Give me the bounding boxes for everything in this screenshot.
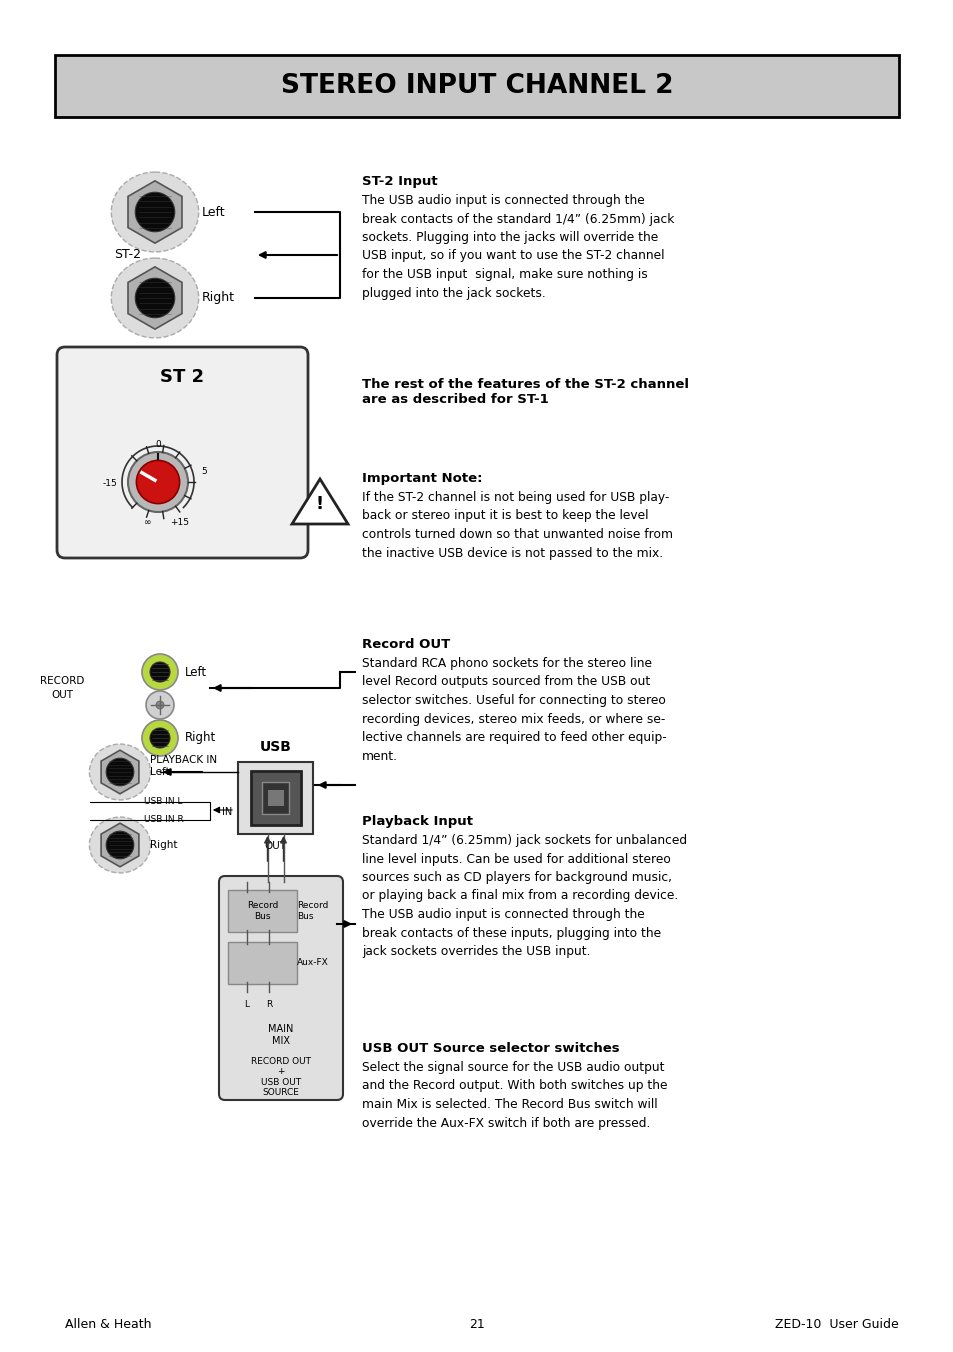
Polygon shape (292, 479, 348, 525)
FancyBboxPatch shape (228, 942, 296, 984)
Text: R: R (266, 1000, 272, 1009)
Text: ∞: ∞ (144, 518, 152, 527)
Circle shape (150, 662, 170, 681)
Text: ZED-10  User Guide: ZED-10 User Guide (775, 1317, 898, 1330)
Text: STEREO INPUT CHANNEL 2: STEREO INPUT CHANNEL 2 (280, 73, 673, 99)
Text: L: L (244, 1000, 250, 1009)
Ellipse shape (90, 744, 151, 800)
Polygon shape (101, 750, 139, 794)
FancyBboxPatch shape (219, 876, 343, 1101)
Circle shape (150, 727, 170, 748)
Text: If the ST-2 channel is not being used for USB play-
back or stereo input it is b: If the ST-2 channel is not being used fo… (361, 491, 672, 560)
Text: 5: 5 (201, 468, 207, 476)
Text: Left: Left (150, 767, 170, 777)
FancyBboxPatch shape (228, 890, 296, 932)
Circle shape (156, 700, 164, 708)
Text: Allen & Heath: Allen & Heath (65, 1317, 152, 1330)
Text: -15: -15 (103, 480, 117, 488)
FancyBboxPatch shape (251, 771, 300, 825)
Text: RECORD OUT
+
USB OUT
SOURCE: RECORD OUT + USB OUT SOURCE (251, 1057, 311, 1098)
Circle shape (142, 654, 178, 690)
Text: Aux-FX: Aux-FX (296, 959, 329, 968)
Text: USB OUT Source selector switches: USB OUT Source selector switches (361, 1042, 619, 1055)
Text: USB: USB (259, 740, 291, 754)
Text: RECORD
OUT: RECORD OUT (40, 676, 84, 699)
Text: 0: 0 (155, 439, 161, 449)
Text: OUT: OUT (264, 841, 286, 850)
Text: Left: Left (202, 206, 226, 219)
Text: USB IN L: USB IN L (144, 798, 182, 807)
Text: IN: IN (222, 807, 232, 817)
Circle shape (136, 461, 179, 503)
Text: PLAYBACK IN: PLAYBACK IN (150, 754, 217, 765)
Text: ST 2: ST 2 (160, 368, 204, 387)
Circle shape (106, 758, 133, 786)
Text: MAIN
MIX: MAIN MIX (268, 1023, 294, 1046)
Text: Standard 1/4” (6.25mm) jack sockets for unbalanced
line level inputs. Can be use: Standard 1/4” (6.25mm) jack sockets for … (361, 834, 686, 959)
Ellipse shape (112, 172, 198, 251)
Text: 21: 21 (469, 1317, 484, 1330)
Text: Important Note:: Important Note: (361, 472, 482, 485)
Text: Record
Bus: Record Bus (296, 900, 328, 921)
FancyBboxPatch shape (55, 55, 898, 118)
Text: Right: Right (202, 292, 234, 304)
Text: The rest of the features of the ST-2 channel
are as described for ST-1: The rest of the features of the ST-2 cha… (361, 379, 688, 406)
Text: Select the signal source for the USB audio output
and the Record output. With bo: Select the signal source for the USB aud… (361, 1061, 667, 1129)
Text: Record
Bus: Record Bus (247, 900, 278, 921)
Circle shape (142, 721, 178, 756)
FancyBboxPatch shape (237, 763, 313, 834)
Text: +15: +15 (171, 518, 190, 527)
Circle shape (135, 192, 174, 231)
Text: Left: Left (185, 665, 207, 679)
Circle shape (128, 452, 188, 512)
Text: ST-2 Input: ST-2 Input (361, 174, 437, 188)
Text: USB IN R: USB IN R (144, 815, 184, 825)
Circle shape (146, 691, 173, 719)
Polygon shape (101, 823, 139, 867)
Ellipse shape (112, 258, 198, 338)
Text: Right: Right (150, 840, 177, 850)
Text: The USB audio input is connected through the
break contacts of the standard 1/4”: The USB audio input is connected through… (361, 193, 674, 300)
Text: ST-2: ST-2 (114, 249, 141, 261)
Text: Right: Right (185, 731, 216, 745)
FancyBboxPatch shape (267, 790, 283, 806)
Polygon shape (128, 181, 182, 243)
Text: Playback Input: Playback Input (361, 815, 473, 827)
Circle shape (135, 279, 174, 318)
Polygon shape (128, 266, 182, 329)
Ellipse shape (90, 817, 151, 873)
FancyBboxPatch shape (57, 347, 308, 558)
FancyBboxPatch shape (261, 781, 289, 814)
Text: !: ! (315, 495, 324, 512)
Text: Standard RCA phono sockets for the stereo line
level Record outputs sourced from: Standard RCA phono sockets for the stere… (361, 657, 666, 763)
Circle shape (106, 831, 133, 859)
Text: Record OUT: Record OUT (361, 638, 450, 652)
